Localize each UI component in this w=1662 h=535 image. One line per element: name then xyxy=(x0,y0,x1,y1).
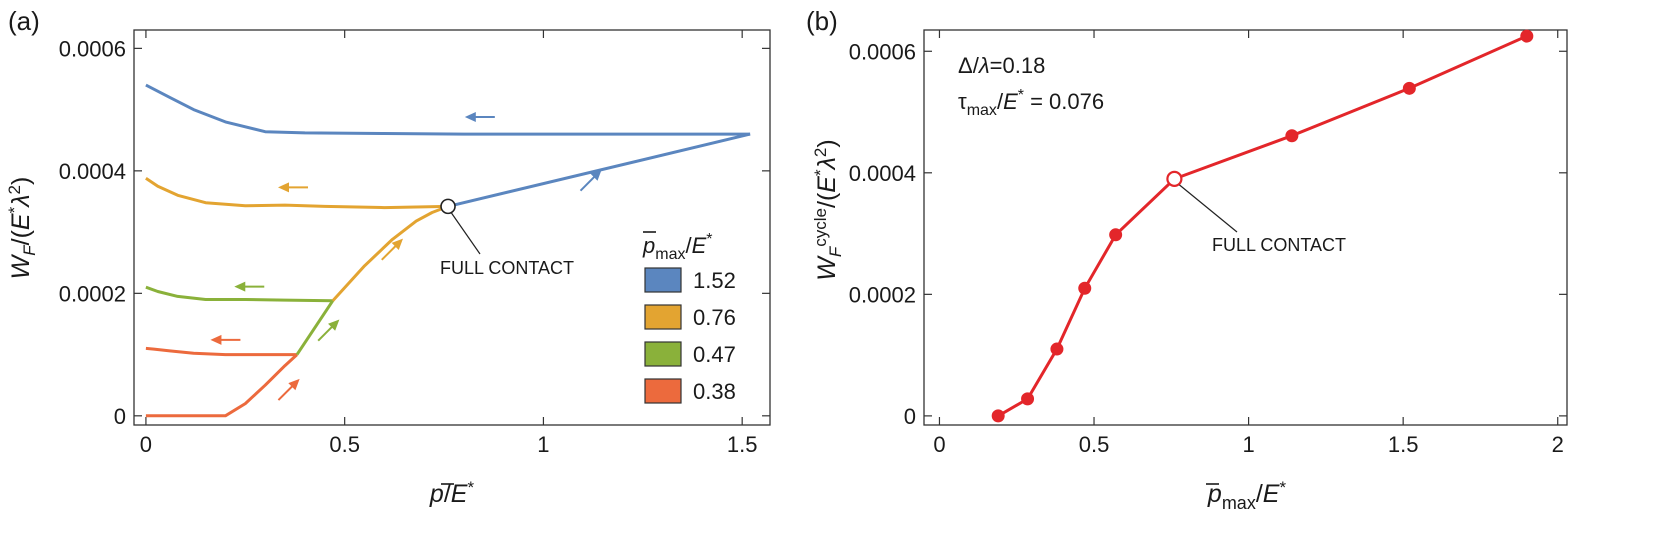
arrow-0.76-up-right xyxy=(381,238,403,261)
full-contact-point xyxy=(1166,170,1183,187)
unloading-curve-0.76 xyxy=(145,176,449,210)
panel-a-x-tick-label: 0.5 xyxy=(329,432,360,457)
data-point xyxy=(1520,29,1534,43)
panel-b-y-ticks: 0 0.0002 0.0004 0.0006 xyxy=(849,39,1567,429)
panel-a-plot-frame xyxy=(133,29,771,426)
param-tau-max: τmax/E* = 0.076 xyxy=(958,87,1104,119)
panel-a-y-ticks: 0 0.0002 0.0004 0.0006 xyxy=(59,36,770,429)
arrow-0.47-left xyxy=(234,281,265,292)
legend-entries: 1.52 0.76 0.47 0.38 xyxy=(644,267,736,404)
unloading-curve-1.52 xyxy=(145,83,751,136)
panel-b-data-points xyxy=(991,29,1534,423)
panel-a-x-ticks: 0 0.5 1 1.5 xyxy=(140,30,758,457)
panel-b-x-tick-label: 0.5 xyxy=(1079,432,1110,457)
panel-b-full-contact-leader-line xyxy=(1179,184,1238,233)
loading-curve-0.76 xyxy=(331,204,449,302)
unloading-curve-0.38 xyxy=(145,346,297,357)
panel-a-x-tick-label: 0 xyxy=(140,432,152,457)
loading-curve-1.52 xyxy=(447,132,751,208)
panel-b-y-tick-label: 0 xyxy=(904,404,916,429)
loading-curve-0.38 xyxy=(145,353,299,418)
data-point xyxy=(1402,81,1416,95)
loading-curve-0.47 xyxy=(295,299,335,356)
legend-label-0.47: 0.47 xyxy=(693,342,736,367)
full-contact-leader-line xyxy=(450,212,481,255)
data-point xyxy=(1050,342,1064,356)
legend-label-0.76: 0.76 xyxy=(693,305,736,330)
panel-a-y-tick-label: 0.0004 xyxy=(59,159,126,184)
panel-b-plot-frame xyxy=(923,29,1568,426)
arrow-0.38-left xyxy=(210,334,241,345)
data-point xyxy=(1021,392,1035,406)
panel-a-x-axis-title: p/E* xyxy=(429,478,475,508)
legend: pmax/E* 1.52 0.76 0.47 0.38 xyxy=(642,231,736,404)
panel-b-y-axis-title: WFcycle/(E*λ2) xyxy=(811,139,845,280)
legend-title: pmax/E* xyxy=(642,231,713,263)
panel-b-full-contact-annotation: FULL CONTACT xyxy=(1212,235,1346,255)
panel-b-x-ticks: 0 0.5 1 1.5 2 xyxy=(933,30,1564,457)
panel-b-y-tick-label: 0.0006 xyxy=(849,39,916,64)
panel-a-label: (a) xyxy=(8,6,40,36)
legend-label-1.52: 1.52 xyxy=(693,268,736,293)
unloading-curve-0.47 xyxy=(145,285,333,303)
panel-a-y-axis-title: WF/(E*λ2) xyxy=(5,177,39,280)
panel-a-curves xyxy=(145,83,751,418)
legend-swatch-1.52 xyxy=(644,267,682,293)
panel-b-x-tick-label: 0 xyxy=(933,432,945,457)
arrow-0.47-up-right xyxy=(317,319,340,342)
data-point xyxy=(991,409,1005,423)
panel-b-x-tick-label: 2 xyxy=(1552,432,1564,457)
panel-b-y-tick-label: 0.0002 xyxy=(849,282,916,307)
data-point xyxy=(1109,228,1123,242)
panel-a: (a) 0 0.5 1 1.5 0 0.0002 0.0004 0.0006 FULL CO… xyxy=(5,6,771,508)
arrow-1.52-left xyxy=(464,111,495,122)
panel-b: (b) 0 0.5 1 1.5 2 0 0.0002 0.0004 0.0006 FULL C… xyxy=(806,6,1568,513)
param-delta-lambda: Δ/λ=0.18 xyxy=(958,53,1045,78)
panel-b-x-tick-label: 1 xyxy=(1242,432,1254,457)
panel-b-y-tick-label: 0.0004 xyxy=(849,161,916,186)
panel-b-x-axis-title: pmax/E* xyxy=(1207,478,1287,513)
legend-swatch-0.47 xyxy=(644,341,682,367)
panel-a-x-tick-label: 1 xyxy=(537,432,549,457)
panel-a-arrows xyxy=(210,111,602,401)
panel-a-y-tick-label: 0 xyxy=(114,404,126,429)
legend-label-0.38: 0.38 xyxy=(693,379,736,404)
full-contact-annotation: FULL CONTACT xyxy=(440,258,574,278)
full-contact-marker xyxy=(440,198,456,215)
panel-a-y-tick-label: 0.0002 xyxy=(59,281,126,306)
panel-b-label: (b) xyxy=(806,6,838,36)
legend-swatch-0.76 xyxy=(644,304,682,330)
arrow-1.52-up-right xyxy=(579,169,602,192)
panel-a-y-tick-label: 0.0006 xyxy=(59,36,126,61)
data-point xyxy=(1078,281,1092,295)
panel-a-x-tick-label: 1.5 xyxy=(727,432,758,457)
arrow-0.38-up-right xyxy=(277,378,300,401)
data-point xyxy=(1285,129,1299,143)
panel-b-x-tick-label: 1.5 xyxy=(1388,432,1419,457)
arrow-0.76-left xyxy=(278,182,308,193)
legend-swatch-0.38 xyxy=(644,378,682,404)
